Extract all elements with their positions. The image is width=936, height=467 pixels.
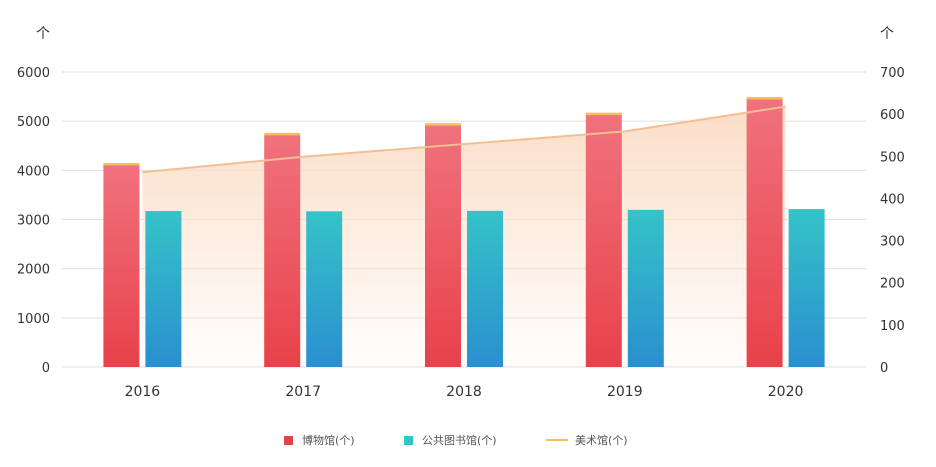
bar-library[interactable] [788, 209, 825, 367]
right-axis-unit: 个 [880, 26, 894, 42]
bar-museum-cap [746, 96, 783, 100]
right-tick-label: 600 [880, 108, 905, 123]
legend-label-library: 公共图书馆(个) [422, 434, 497, 447]
axes: 个 个 0 1000 2000 3000 4000 5000 6000 0 100 200 300 4… [17, 26, 905, 400]
x-tick-label: 2019 [607, 384, 643, 400]
legend-swatch-library [404, 435, 413, 445]
right-tick-label: 400 [880, 192, 905, 207]
legend-item-library[interactable]: 公共图书馆(个) [404, 432, 497, 448]
art-gallery-area [142, 106, 786, 368]
legend-label-art-gallery: 美术馆(个) [575, 434, 628, 447]
left-tick-label: 0 [42, 361, 50, 376]
right-tick-label: 200 [880, 277, 905, 292]
legend-swatch-museum [284, 435, 293, 445]
bar-museum[interactable] [103, 164, 140, 367]
bar-library[interactable] [627, 209, 664, 367]
bar-museum-cap [264, 132, 301, 136]
legend-item-museum[interactable]: 博物馆(个) [284, 432, 355, 448]
bar-museum-cap [425, 123, 461, 126]
right-tick-label: 0 [880, 361, 888, 376]
left-tick-label: 3000 [17, 214, 50, 229]
bar-museum[interactable] [746, 98, 783, 368]
x-tick-label: 2016 [125, 384, 161, 400]
bar-museum-cap [103, 162, 140, 166]
left-tick-label: 5000 [17, 115, 50, 130]
right-tick-label: 700 [880, 66, 905, 81]
bar-library[interactable] [145, 211, 182, 367]
x-tick-label: 2018 [446, 384, 482, 400]
bar-library[interactable] [306, 211, 343, 367]
right-tick-label: 500 [880, 150, 905, 165]
left-tick-label: 2000 [17, 263, 50, 278]
left-tick-label: 1000 [17, 312, 50, 327]
right-tick-label: 100 [880, 319, 905, 334]
bar-museum[interactable] [585, 114, 622, 367]
legend-label-museum: 博物馆(个) [302, 434, 355, 447]
legend-item-art-gallery[interactable]: 美术馆(个) [546, 432, 628, 448]
x-tick-label: 2017 [285, 384, 321, 400]
art-gallery-area-fill [142, 106, 786, 368]
left-tick-label: 6000 [17, 66, 50, 81]
right-tick-label: 300 [880, 235, 905, 250]
bar-museum-cap [585, 112, 622, 116]
x-tick-label: 2020 [768, 384, 804, 400]
left-tick-label: 4000 [17, 164, 50, 179]
bars [103, 96, 825, 368]
art-gallery-line-path[interactable] [142, 105, 786, 174]
legend-swatch-art-gallery [546, 439, 568, 441]
bar-museum[interactable] [425, 125, 461, 367]
bar-library[interactable] [467, 210, 503, 367]
art-gallery-line [142, 105, 786, 174]
left-axis-unit: 个 [36, 26, 50, 42]
legend: 博物馆(个) 公共图书馆(个) 美术馆(个) [0, 428, 936, 450]
bar-museum[interactable] [264, 134, 301, 367]
